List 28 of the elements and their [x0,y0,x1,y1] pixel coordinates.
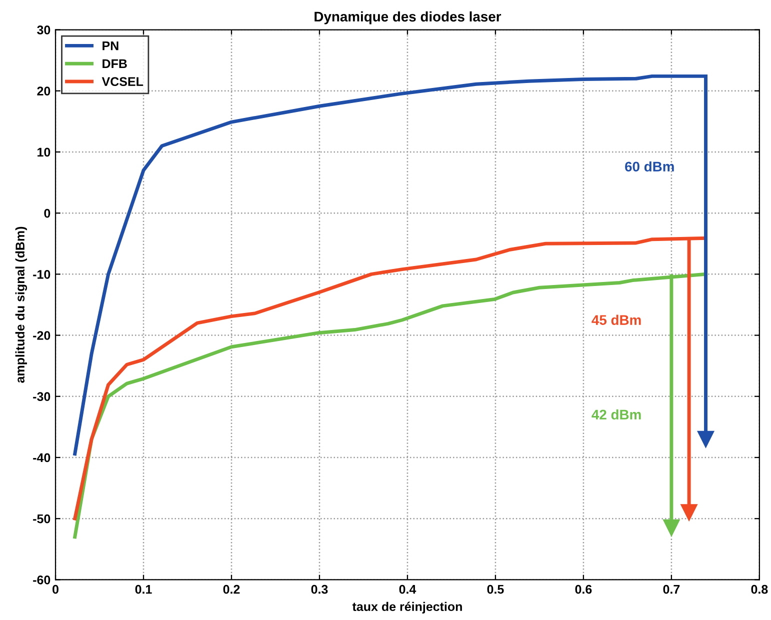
x-tick-label: 0.4 [399,584,416,594]
y-tick-label: -30 [33,392,50,402]
x-tick-label: 0.6 [575,584,592,594]
y-tick-label: -20 [33,331,50,340]
x-tick-label: 0 [52,584,58,594]
y-tick-label: 0 [44,208,50,218]
x-tick-label: 0.8 [751,584,768,594]
x-tick-label: 0.5 [487,584,504,594]
x-axis-title: taux de réinjection [352,602,462,614]
y-tick-label: 20 [37,86,50,96]
annotation: 60 dBm [625,161,674,172]
y-axis-title: amplitude du signal (dBm) [15,226,28,383]
y-tick-label: 30 [37,26,50,34]
legend-label: PN [102,41,118,50]
legend-label: DFB [102,59,127,68]
y-tick-label: -10 [33,270,50,279]
y-tick-label: -60 [33,576,50,584]
annotation: 45 dBm [592,314,641,325]
annotation: 42 dBm [592,409,641,420]
y-tick-label: -40 [33,453,50,462]
legend-label: VCSEL [102,77,144,86]
y-tick-label: 10 [38,148,50,157]
x-tick-label: 0.2 [223,584,240,594]
x-tick-label: 0.3 [311,584,328,594]
y-tick-label: -50 [33,514,50,524]
x-tick-label: 0.1 [135,584,152,594]
chart-title: Dynamique des diodes laser [314,11,502,24]
x-tick-label: 0.7 [663,584,680,594]
